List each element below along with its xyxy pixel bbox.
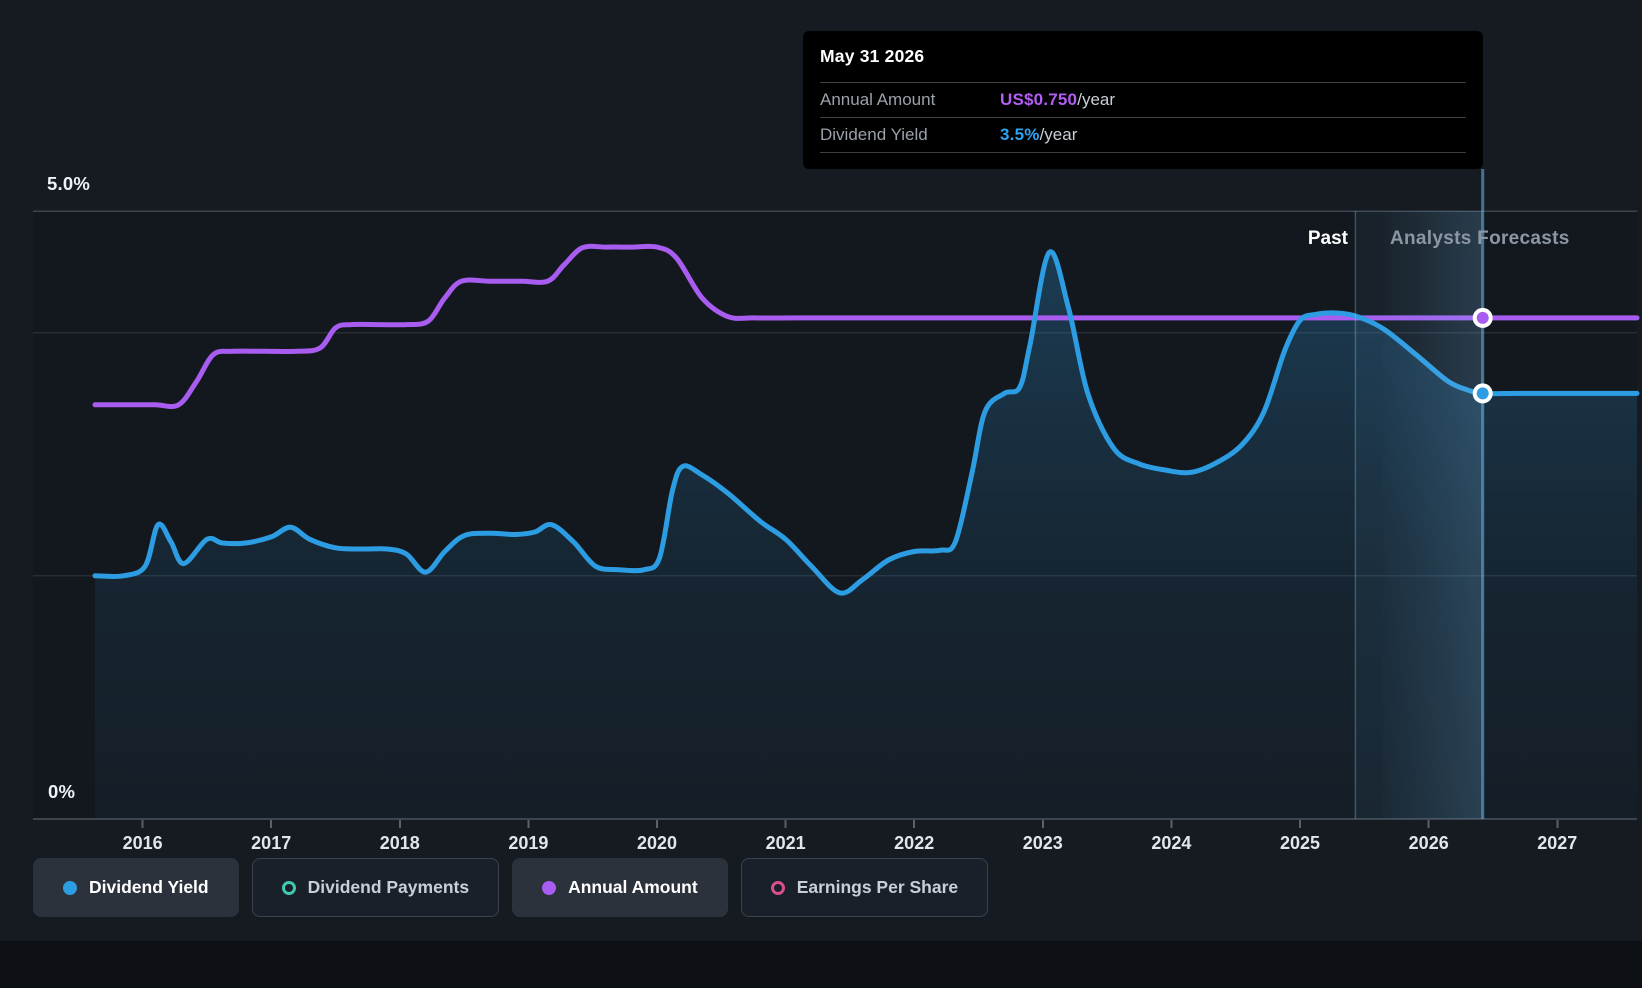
dividend-payments-ring-icon bbox=[281, 880, 296, 895]
analysts-forecasts-label: Analysts Forecasts bbox=[1390, 228, 1570, 249]
tooltip-value-suffix: /year bbox=[1077, 90, 1116, 109]
bottom-bar bbox=[0, 941, 1642, 988]
x-axis-label: 2019 bbox=[508, 833, 548, 853]
past-label: Past bbox=[1307, 228, 1348, 249]
dividend-yield-area bbox=[95, 251, 1637, 819]
legend-item-earnings-per-share[interactable]: Earnings Per Share bbox=[740, 858, 989, 917]
earnings-per-share-ring-icon bbox=[770, 880, 785, 895]
tooltip-date: May 31 2026 bbox=[820, 31, 1466, 83]
chart-legend: Dividend Yield Dividend Payments Annual … bbox=[33, 858, 989, 917]
dividend-yield-dot-icon bbox=[63, 880, 77, 895]
legend-item-dividend-yield[interactable]: Dividend Yield bbox=[33, 858, 239, 917]
legend-label: Dividend Payments bbox=[307, 877, 470, 897]
annual-amount-marker bbox=[1476, 311, 1489, 324]
tooltip-value-suffix: /year bbox=[1039, 125, 1078, 144]
tooltip-value: 3.5% bbox=[1000, 125, 1040, 144]
x-axis-label: 2018 bbox=[380, 833, 420, 853]
x-axis-label: 2025 bbox=[1280, 833, 1320, 853]
tooltip-label: Dividend Yield bbox=[820, 125, 928, 144]
tooltip-row-dividend-yield: Dividend Yield 3.5% /year bbox=[820, 118, 1466, 153]
x-axis-label: 2023 bbox=[1023, 833, 1063, 853]
y-axis-label-bottom: 0% bbox=[48, 781, 76, 802]
annual-amount-dot-icon bbox=[542, 880, 557, 895]
x-axis-label: 2016 bbox=[123, 833, 163, 853]
x-axis-label: 2022 bbox=[894, 833, 934, 853]
y-axis-label-top: 5.0% bbox=[47, 173, 90, 194]
x-axis-label: 2017 bbox=[251, 833, 291, 853]
x-axis-label: 2027 bbox=[1537, 833, 1577, 853]
forecast-band-outer bbox=[1355, 211, 1383, 819]
legend-label: Dividend Yield bbox=[89, 877, 209, 897]
tooltip-row-annual-amount: Annual Amount US$0.750 /year bbox=[820, 83, 1466, 118]
annual-amount-line bbox=[92, 243, 1640, 410]
x-axis-label: 2024 bbox=[1151, 833, 1191, 853]
legend-label: Earnings Per Share bbox=[796, 877, 959, 897]
tooltip-label: Annual Amount bbox=[820, 90, 936, 109]
dividend-yield-marker bbox=[1476, 387, 1489, 400]
chart-tooltip: May 31 2026 Annual Amount US$0.750 /year… bbox=[803, 31, 1483, 169]
legend-item-annual-amount[interactable]: Annual Amount bbox=[512, 858, 728, 917]
tooltip-value: US$0.750 bbox=[1000, 90, 1078, 109]
x-axis-label: 2021 bbox=[766, 833, 806, 853]
dividend-yield-line bbox=[92, 249, 1640, 596]
x-axis-label: 2020 bbox=[637, 833, 677, 853]
legend-label: Annual Amount bbox=[568, 877, 698, 897]
x-axis-label: 2026 bbox=[1409, 833, 1449, 853]
legend-item-dividend-payments[interactable]: Dividend Payments bbox=[251, 858, 500, 917]
forecast-band bbox=[1382, 211, 1483, 819]
